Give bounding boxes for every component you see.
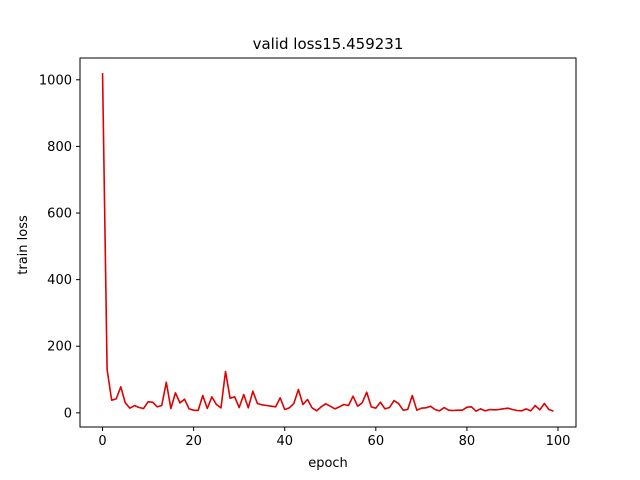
y-tick-label-1000: 1000 bbox=[39, 73, 72, 88]
x-tick-label-100: 100 bbox=[546, 434, 571, 449]
y-axis-label: train loss bbox=[16, 215, 31, 275]
x-tick-label-0: 0 bbox=[98, 434, 106, 449]
x-axis-label: epoch bbox=[308, 456, 348, 471]
y-tick-label-200: 200 bbox=[47, 340, 72, 355]
series-line-0 bbox=[101, 73, 554, 412]
y-tick-label-800: 800 bbox=[47, 140, 72, 155]
chart-title: valid loss15.459231 bbox=[253, 35, 404, 53]
plot-frame bbox=[79, 57, 577, 428]
x-tick-label-20: 20 bbox=[185, 434, 202, 449]
x-tick-label-60: 60 bbox=[368, 434, 385, 449]
y-tick-label-0: 0 bbox=[64, 406, 72, 421]
y-tick-label-600: 600 bbox=[47, 207, 72, 222]
x-tick-label-40: 40 bbox=[276, 434, 293, 449]
x-tick-label-80: 80 bbox=[459, 434, 476, 449]
y-tick-label-400: 400 bbox=[47, 273, 72, 288]
